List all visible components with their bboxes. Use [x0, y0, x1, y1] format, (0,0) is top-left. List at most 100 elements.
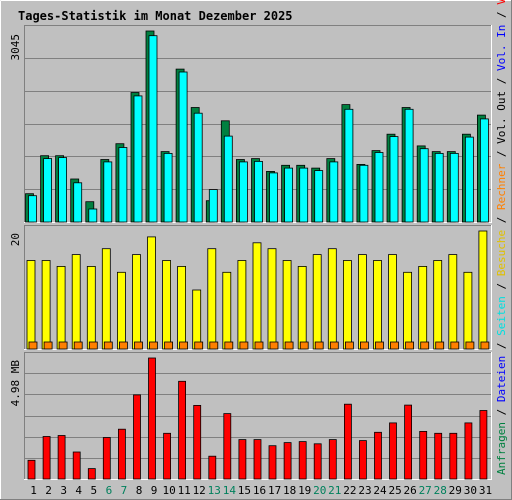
- legend-segment: Anfragen: [495, 422, 508, 475]
- day-label-12: 12: [193, 484, 206, 497]
- bar-besuche-day-9: [147, 236, 156, 350]
- bar-volumen-day-10: [163, 432, 172, 480]
- legend-segment: /: [495, 5, 508, 25]
- bar-besuche-day-15: [237, 260, 247, 350]
- bar-volumen-day-26: [404, 404, 413, 480]
- bar-besuche-day-17: [267, 248, 277, 350]
- chart-title: Tages-Statistik im Monat Dezember 2025: [18, 9, 293, 23]
- bar-dateien-day-2: [43, 158, 52, 223]
- bar-besuche-day-28: [433, 260, 443, 350]
- panel-scale-label: 3045: [9, 34, 22, 61]
- bar-rechner-day-18: [284, 341, 294, 350]
- day-label-27: 27: [419, 484, 432, 497]
- bar-volumen-day-4: [72, 451, 81, 480]
- bar-rechner-day-12: [194, 341, 204, 350]
- day-axis: 1 2 3 4 5 6 7 8 9 10 11 12 13 14 15 16 17 18 19 20 21 22 23 24 2…: [30, 484, 492, 497]
- bar-besuche-day-21: [327, 248, 337, 350]
- bar-dateien-day-19: [299, 167, 309, 223]
- bar-besuche-day-10: [162, 260, 172, 350]
- day-label-21: 21: [328, 484, 341, 497]
- bar-besuche-day-1: [26, 260, 36, 350]
- bar-rechner-day-8: [134, 341, 143, 350]
- bar-dateien-day-4: [73, 182, 83, 223]
- legend-segment: Vol. In: [495, 25, 508, 71]
- bar-besuche-day-19: [297, 265, 307, 350]
- bar-rechner-day-24: [375, 341, 384, 350]
- bar-volumen-day-6: [102, 437, 111, 480]
- bar-volumen-day-11: [178, 380, 187, 480]
- bar-rechner-day-7: [119, 341, 128, 350]
- bar-volumen-day-25: [389, 422, 397, 480]
- bar-volumen-day-24: [374, 431, 382, 480]
- bar-dateien-day-11: [178, 71, 188, 223]
- bar-dateien-day-3: [58, 157, 67, 223]
- bar-besuche-day-6: [101, 248, 111, 350]
- bar-volumen-day-16: [253, 439, 262, 480]
- day-label-15: 15: [238, 484, 251, 497]
- bar-dateien-day-23: [359, 164, 369, 223]
- bar-dateien-day-10: [163, 152, 173, 223]
- bar-rechner-day-6: [103, 341, 113, 350]
- legend-segment: Besuche: [495, 230, 508, 276]
- bar-rechner-day-27: [420, 341, 430, 350]
- bar-volumen-day-22: [343, 403, 352, 480]
- day-label-7: 7: [121, 484, 128, 497]
- bar-dateien-day-9: [148, 35, 158, 223]
- bar-dateien-day-8: [133, 95, 143, 223]
- bar-volumen-day-7: [118, 428, 126, 480]
- bar-dateien-day-16: [254, 160, 263, 223]
- bar-rechner-day-13: [209, 341, 219, 350]
- bar-dateien-day-30: [464, 136, 474, 223]
- bar-besuche-day-29: [448, 254, 458, 350]
- bar-besuche-day-11: [177, 265, 187, 350]
- bar-rechner-day-14: [224, 341, 234, 350]
- bar-volumen-day-20: [313, 443, 322, 480]
- bar-besuche-day-22: [342, 260, 352, 350]
- bar-besuche-day-3: [56, 265, 66, 350]
- day-label-5: 5: [90, 484, 97, 497]
- bar-volumen-day-1: [27, 459, 36, 480]
- bar-besuche-day-5: [86, 265, 96, 350]
- bar-volumen-day-29: [449, 432, 458, 480]
- bar-rechner-day-5: [88, 341, 98, 350]
- bar-dateien-day-29: [449, 152, 459, 223]
- bar-besuche-day-30: [463, 271, 473, 350]
- day-label-22: 22: [343, 484, 356, 497]
- day-label-10: 10: [162, 484, 175, 497]
- bar-rechner-day-3: [58, 341, 68, 350]
- bar-dateien-day-25: [389, 136, 399, 223]
- bar-rechner-day-26: [405, 341, 415, 350]
- legend-segment: /: [495, 276, 508, 296]
- bar-volumen-day-19: [298, 441, 307, 480]
- bar-besuche-day-2: [41, 260, 51, 350]
- bar-besuche-day-20: [312, 254, 322, 350]
- bar-besuche-day-14: [222, 271, 232, 350]
- day-label-17: 17: [268, 484, 281, 497]
- bar-besuche-day-8: [132, 254, 141, 350]
- bar-volumen-day-2: [42, 436, 51, 480]
- legend-segment: Vol. Out: [495, 91, 508, 144]
- panel-requests: 3045: [9, 25, 492, 223]
- bar-rechner-day-25: [390, 341, 399, 350]
- legend-segment: /: [495, 402, 508, 422]
- bar-besuche-day-27: [418, 265, 428, 350]
- day-label-20: 20: [313, 484, 326, 497]
- bar-volumen-day-5: [87, 468, 96, 480]
- bar-besuche-day-26: [403, 271, 413, 350]
- bar-rechner-day-21: [329, 341, 339, 350]
- bar-volumen-day-23: [358, 440, 367, 480]
- bar-volumen-day-12: [193, 404, 202, 480]
- bar-rechner-day-20: [314, 341, 324, 350]
- bar-besuche-day-13: [207, 248, 217, 350]
- bar-rechner-day-11: [179, 341, 189, 350]
- bar-dateien-day-17: [269, 172, 278, 223]
- bar-dateien-day-18: [284, 167, 294, 223]
- day-label-9: 9: [151, 484, 158, 497]
- bar-dateien-day-14: [223, 135, 233, 223]
- legend-segment: Volumen: [495, 0, 508, 5]
- bar-rechner-day-23: [359, 341, 369, 350]
- chart-panels: 3045 20 4.98 MB: [9, 25, 492, 480]
- day-label-13: 13: [208, 484, 221, 497]
- day-label-14: 14: [223, 484, 237, 497]
- bar-dateien-day-13: [208, 189, 218, 223]
